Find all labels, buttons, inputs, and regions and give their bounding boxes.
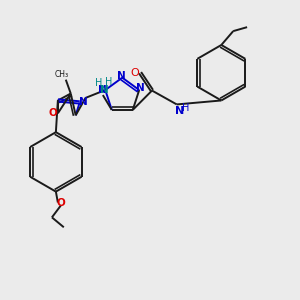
Text: H: H [105, 77, 112, 87]
Text: O: O [49, 108, 57, 118]
Text: N: N [175, 106, 184, 116]
Text: O: O [131, 68, 140, 78]
Text: N: N [100, 85, 109, 95]
Text: N: N [136, 83, 145, 93]
Text: H: H [95, 78, 103, 88]
Text: H: H [182, 103, 189, 113]
Text: O: O [56, 199, 65, 208]
Text: N: N [79, 98, 88, 107]
Text: N: N [98, 85, 107, 95]
Text: CH₃: CH₃ [55, 70, 69, 79]
Text: N: N [117, 71, 126, 81]
